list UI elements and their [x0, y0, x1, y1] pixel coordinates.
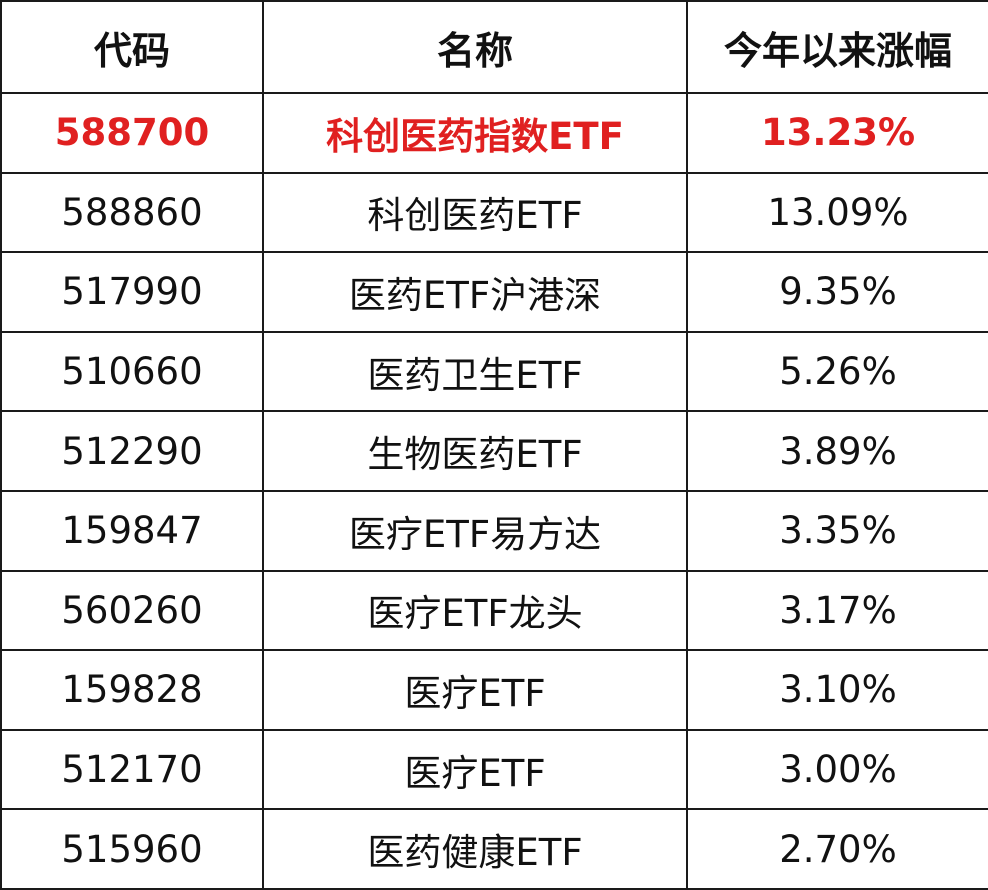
cell-name: 医药ETF沪港深 [262, 251, 688, 333]
cell-name: 医疗ETF [262, 649, 688, 731]
cell-name: 医药卫生ETF [262, 330, 688, 413]
cell-ytd-change: 3.89% [686, 410, 988, 492]
cell-name: 生物医药ETF [262, 410, 688, 492]
table-row: 159828 医疗ETF 3.10% [0, 649, 988, 731]
cell-name: 科创医药指数ETF [262, 92, 688, 174]
table-row: 510660 医药卫生ETF 5.26% [0, 330, 988, 413]
table-row: 588860 科创医药ETF 13.09% [0, 171, 988, 254]
cell-name: 科创医药ETF [262, 171, 688, 254]
cell-code: 159828 [0, 649, 264, 731]
cell-code: 588860 [0, 171, 264, 254]
cell-code: 512290 [0, 410, 264, 492]
header-code: 代码 [0, 0, 264, 94]
table-row: 159847 医疗ETF易方达 3.35% [0, 489, 988, 572]
table-row: 515960 医药健康ETF 2.70% [0, 808, 988, 890]
table-header-row: 代码 名称 今年以来涨幅 [0, 0, 988, 94]
table-row: 512290 生物医药ETF 3.89% [0, 410, 988, 492]
table-row: 512170 医疗ETF 3.00% [0, 728, 988, 811]
table-row: 560260 医疗ETF龙头 3.17% [0, 569, 988, 652]
header-ytd-change: 今年以来涨幅 [686, 0, 988, 94]
table-row: 517990 医药ETF沪港深 9.35% [0, 251, 988, 333]
cell-ytd-change: 3.10% [686, 649, 988, 731]
cell-ytd-change: 3.00% [686, 728, 988, 811]
cell-code: 515960 [0, 808, 264, 890]
cell-code: 510660 [0, 330, 264, 413]
cell-ytd-change: 9.35% [686, 251, 988, 333]
cell-name: 医药健康ETF [262, 808, 688, 890]
cell-name: 医疗ETF [262, 728, 688, 811]
cell-ytd-change: 13.09% [686, 171, 988, 254]
cell-ytd-change: 2.70% [686, 808, 988, 890]
cell-code: 159847 [0, 489, 264, 572]
cell-ytd-change: 13.23% [686, 92, 988, 174]
cell-code: 588700 [0, 92, 264, 174]
cell-name: 医疗ETF龙头 [262, 569, 688, 652]
cell-name: 医疗ETF易方达 [262, 489, 688, 572]
cell-ytd-change: 3.35% [686, 489, 988, 572]
cell-code: 512170 [0, 728, 264, 811]
header-name: 名称 [262, 0, 688, 94]
cell-ytd-change: 5.26% [686, 330, 988, 413]
table-row: 588700 科创医药指数ETF 13.23% [0, 92, 988, 174]
cell-code: 517990 [0, 251, 264, 333]
cell-ytd-change: 3.17% [686, 569, 988, 652]
cell-code: 560260 [0, 569, 264, 652]
